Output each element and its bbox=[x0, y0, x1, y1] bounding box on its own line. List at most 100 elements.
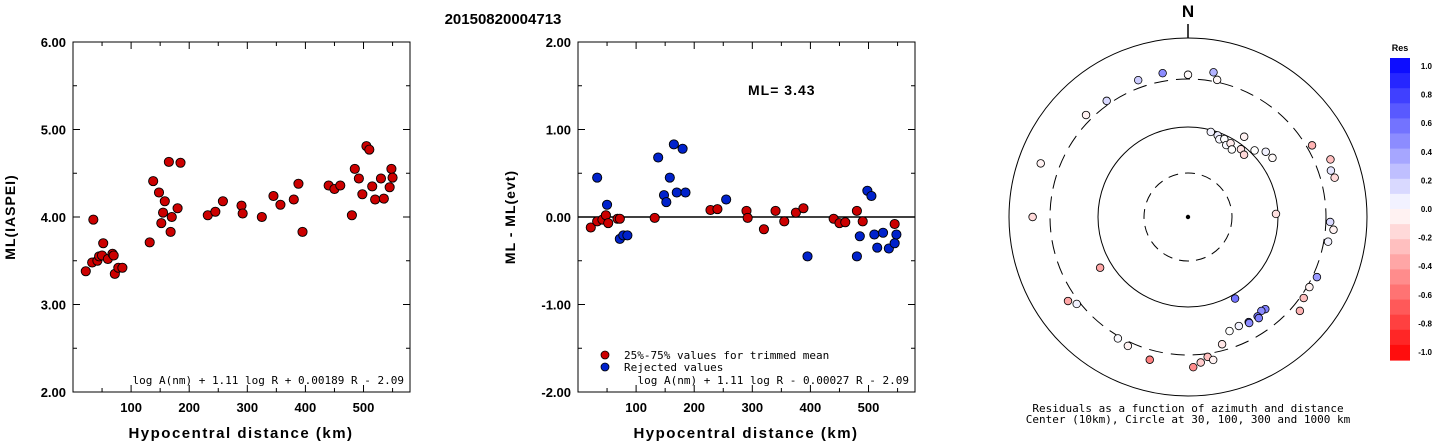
data-point bbox=[144, 237, 155, 248]
station-residual-point bbox=[1245, 318, 1254, 328]
data-point bbox=[680, 187, 691, 198]
data-point bbox=[386, 163, 397, 174]
data-point bbox=[889, 238, 900, 249]
data-point bbox=[256, 211, 267, 223]
y-tick-label: 2.00 bbox=[41, 385, 66, 400]
station-residual-point bbox=[1239, 132, 1249, 141]
colorbar-label: -0.2 bbox=[1418, 234, 1432, 243]
colorbar-cell bbox=[1390, 329, 1410, 346]
plot2-ylabel: ML - ML(evt) bbox=[502, 170, 518, 264]
data-point bbox=[664, 172, 675, 183]
station-residual-point bbox=[1209, 68, 1218, 77]
y-tick-label: 6.00 bbox=[41, 35, 66, 50]
station-residual-point bbox=[1081, 110, 1091, 120]
data-point bbox=[721, 194, 732, 205]
data-point bbox=[387, 172, 398, 183]
plot2-x-ticks: 100 200 300 400 500 bbox=[606, 42, 899, 415]
colorbar-cell bbox=[1390, 314, 1410, 331]
plot2-y-ticks: -2.00 -1.00 0.00 1.00 2.00 bbox=[541, 35, 915, 400]
x-tick-label: 300 bbox=[236, 400, 258, 415]
y-tick-label: 5.00 bbox=[41, 123, 66, 138]
station-residual-point bbox=[1329, 225, 1338, 234]
station-residual-point bbox=[1299, 293, 1308, 303]
data-point bbox=[367, 181, 378, 192]
data-point bbox=[851, 205, 862, 216]
plot2-points bbox=[585, 139, 902, 262]
x-tick-label: 500 bbox=[353, 400, 375, 415]
data-point bbox=[758, 224, 769, 235]
data-point bbox=[117, 262, 128, 273]
ring-1000km bbox=[1008, 37, 1368, 397]
data-point bbox=[364, 144, 375, 155]
x-tick-label: 200 bbox=[178, 400, 200, 415]
plot1-x-ticks: 100 200 300 400 500 bbox=[101, 42, 394, 415]
colorbar-cell bbox=[1390, 163, 1410, 180]
data-point bbox=[357, 189, 368, 200]
station-residual-point bbox=[1323, 237, 1333, 246]
x-tick-label: 500 bbox=[858, 400, 880, 415]
data-point bbox=[88, 214, 99, 225]
data-point bbox=[592, 172, 603, 183]
station-residual-point bbox=[1183, 70, 1193, 79]
station-residual-point bbox=[1225, 326, 1234, 336]
legend-label-rejected: Rejected values bbox=[624, 361, 723, 374]
data-point bbox=[712, 204, 723, 215]
data-point bbox=[370, 194, 381, 205]
colorbar-label: -0.8 bbox=[1418, 319, 1432, 328]
data-point bbox=[384, 182, 395, 193]
colorbar-label: -1.0 bbox=[1418, 348, 1432, 357]
colorbar-cell bbox=[1390, 269, 1410, 286]
plot2-xlabel: Hypocentral distance (km) bbox=[633, 425, 858, 441]
station-residual-point bbox=[1158, 68, 1167, 78]
data-point bbox=[275, 199, 286, 210]
station-residual-point bbox=[1261, 147, 1270, 156]
x-tick-label: 400 bbox=[295, 400, 317, 415]
x-tick-label: 100 bbox=[120, 400, 142, 415]
residual-colorbar: Res 1.0 0.8 0.6 0.4 0.2 0.0 -0.2 -0.4 -0.6 -0.8 -1… bbox=[1390, 43, 1433, 361]
colorbar-label: 1.0 bbox=[1421, 62, 1433, 71]
station-residual-point bbox=[1239, 150, 1249, 159]
colorbar-cell bbox=[1390, 88, 1410, 104]
data-point bbox=[349, 163, 360, 174]
station-residual-point bbox=[1250, 146, 1259, 155]
data-point bbox=[851, 251, 862, 262]
data-point bbox=[156, 218, 167, 229]
azimuth-residual-map: N Residuals as a function of azimuth and… bbox=[1008, 2, 1368, 426]
data-point bbox=[798, 203, 809, 214]
station-residual-point bbox=[1326, 166, 1336, 175]
plot2-formula: log A(nm) + 1.11 log R - 0.00027 R - 2.0… bbox=[637, 374, 909, 387]
station-residual-point bbox=[1063, 296, 1073, 306]
plot1-points bbox=[80, 141, 398, 279]
ml-vs-distance-chart: 100 200 300 400 500 2.00 3.00 4.00 5.00 6.00 Hyp… bbox=[2, 35, 411, 441]
y-tick-label: -1.00 bbox=[541, 298, 571, 313]
plot1-y-ticks: 2.00 3.00 4.00 5.00 6.00 bbox=[41, 35, 410, 400]
colorbar-cell bbox=[1390, 103, 1410, 119]
colorbar-label: 0.0 bbox=[1421, 205, 1433, 214]
data-point bbox=[614, 213, 625, 224]
colorbar-cell bbox=[1390, 284, 1410, 301]
data-point bbox=[288, 194, 299, 205]
station-residual-point bbox=[1305, 282, 1314, 292]
polar-points bbox=[1028, 68, 1339, 372]
colorbar-cell bbox=[1390, 193, 1410, 210]
station-residual-point bbox=[1206, 127, 1215, 137]
data-point bbox=[854, 231, 865, 242]
station-residual-point bbox=[1217, 340, 1227, 349]
station-residual-point bbox=[1145, 355, 1154, 364]
data-point bbox=[172, 203, 183, 214]
station-residual-point bbox=[1095, 263, 1105, 272]
data-point bbox=[210, 206, 221, 217]
data-point bbox=[165, 226, 176, 237]
x-tick-label: 300 bbox=[741, 400, 763, 415]
station-residual-point bbox=[1123, 341, 1133, 351]
station-residual-point bbox=[1134, 75, 1143, 85]
data-point bbox=[869, 229, 880, 240]
data-point bbox=[603, 218, 614, 229]
station-residual-point bbox=[1307, 141, 1317, 150]
x-tick-label: 200 bbox=[683, 400, 705, 415]
station-residual-point bbox=[1028, 212, 1037, 222]
colorbar-labels: 1.0 0.8 0.6 0.4 0.2 0.0 -0.2 -0.4 -0.6 -0.8 -1.0 bbox=[1418, 62, 1432, 357]
data-point bbox=[891, 229, 902, 240]
colorbar-cell bbox=[1390, 58, 1410, 74]
data-point bbox=[866, 190, 877, 202]
